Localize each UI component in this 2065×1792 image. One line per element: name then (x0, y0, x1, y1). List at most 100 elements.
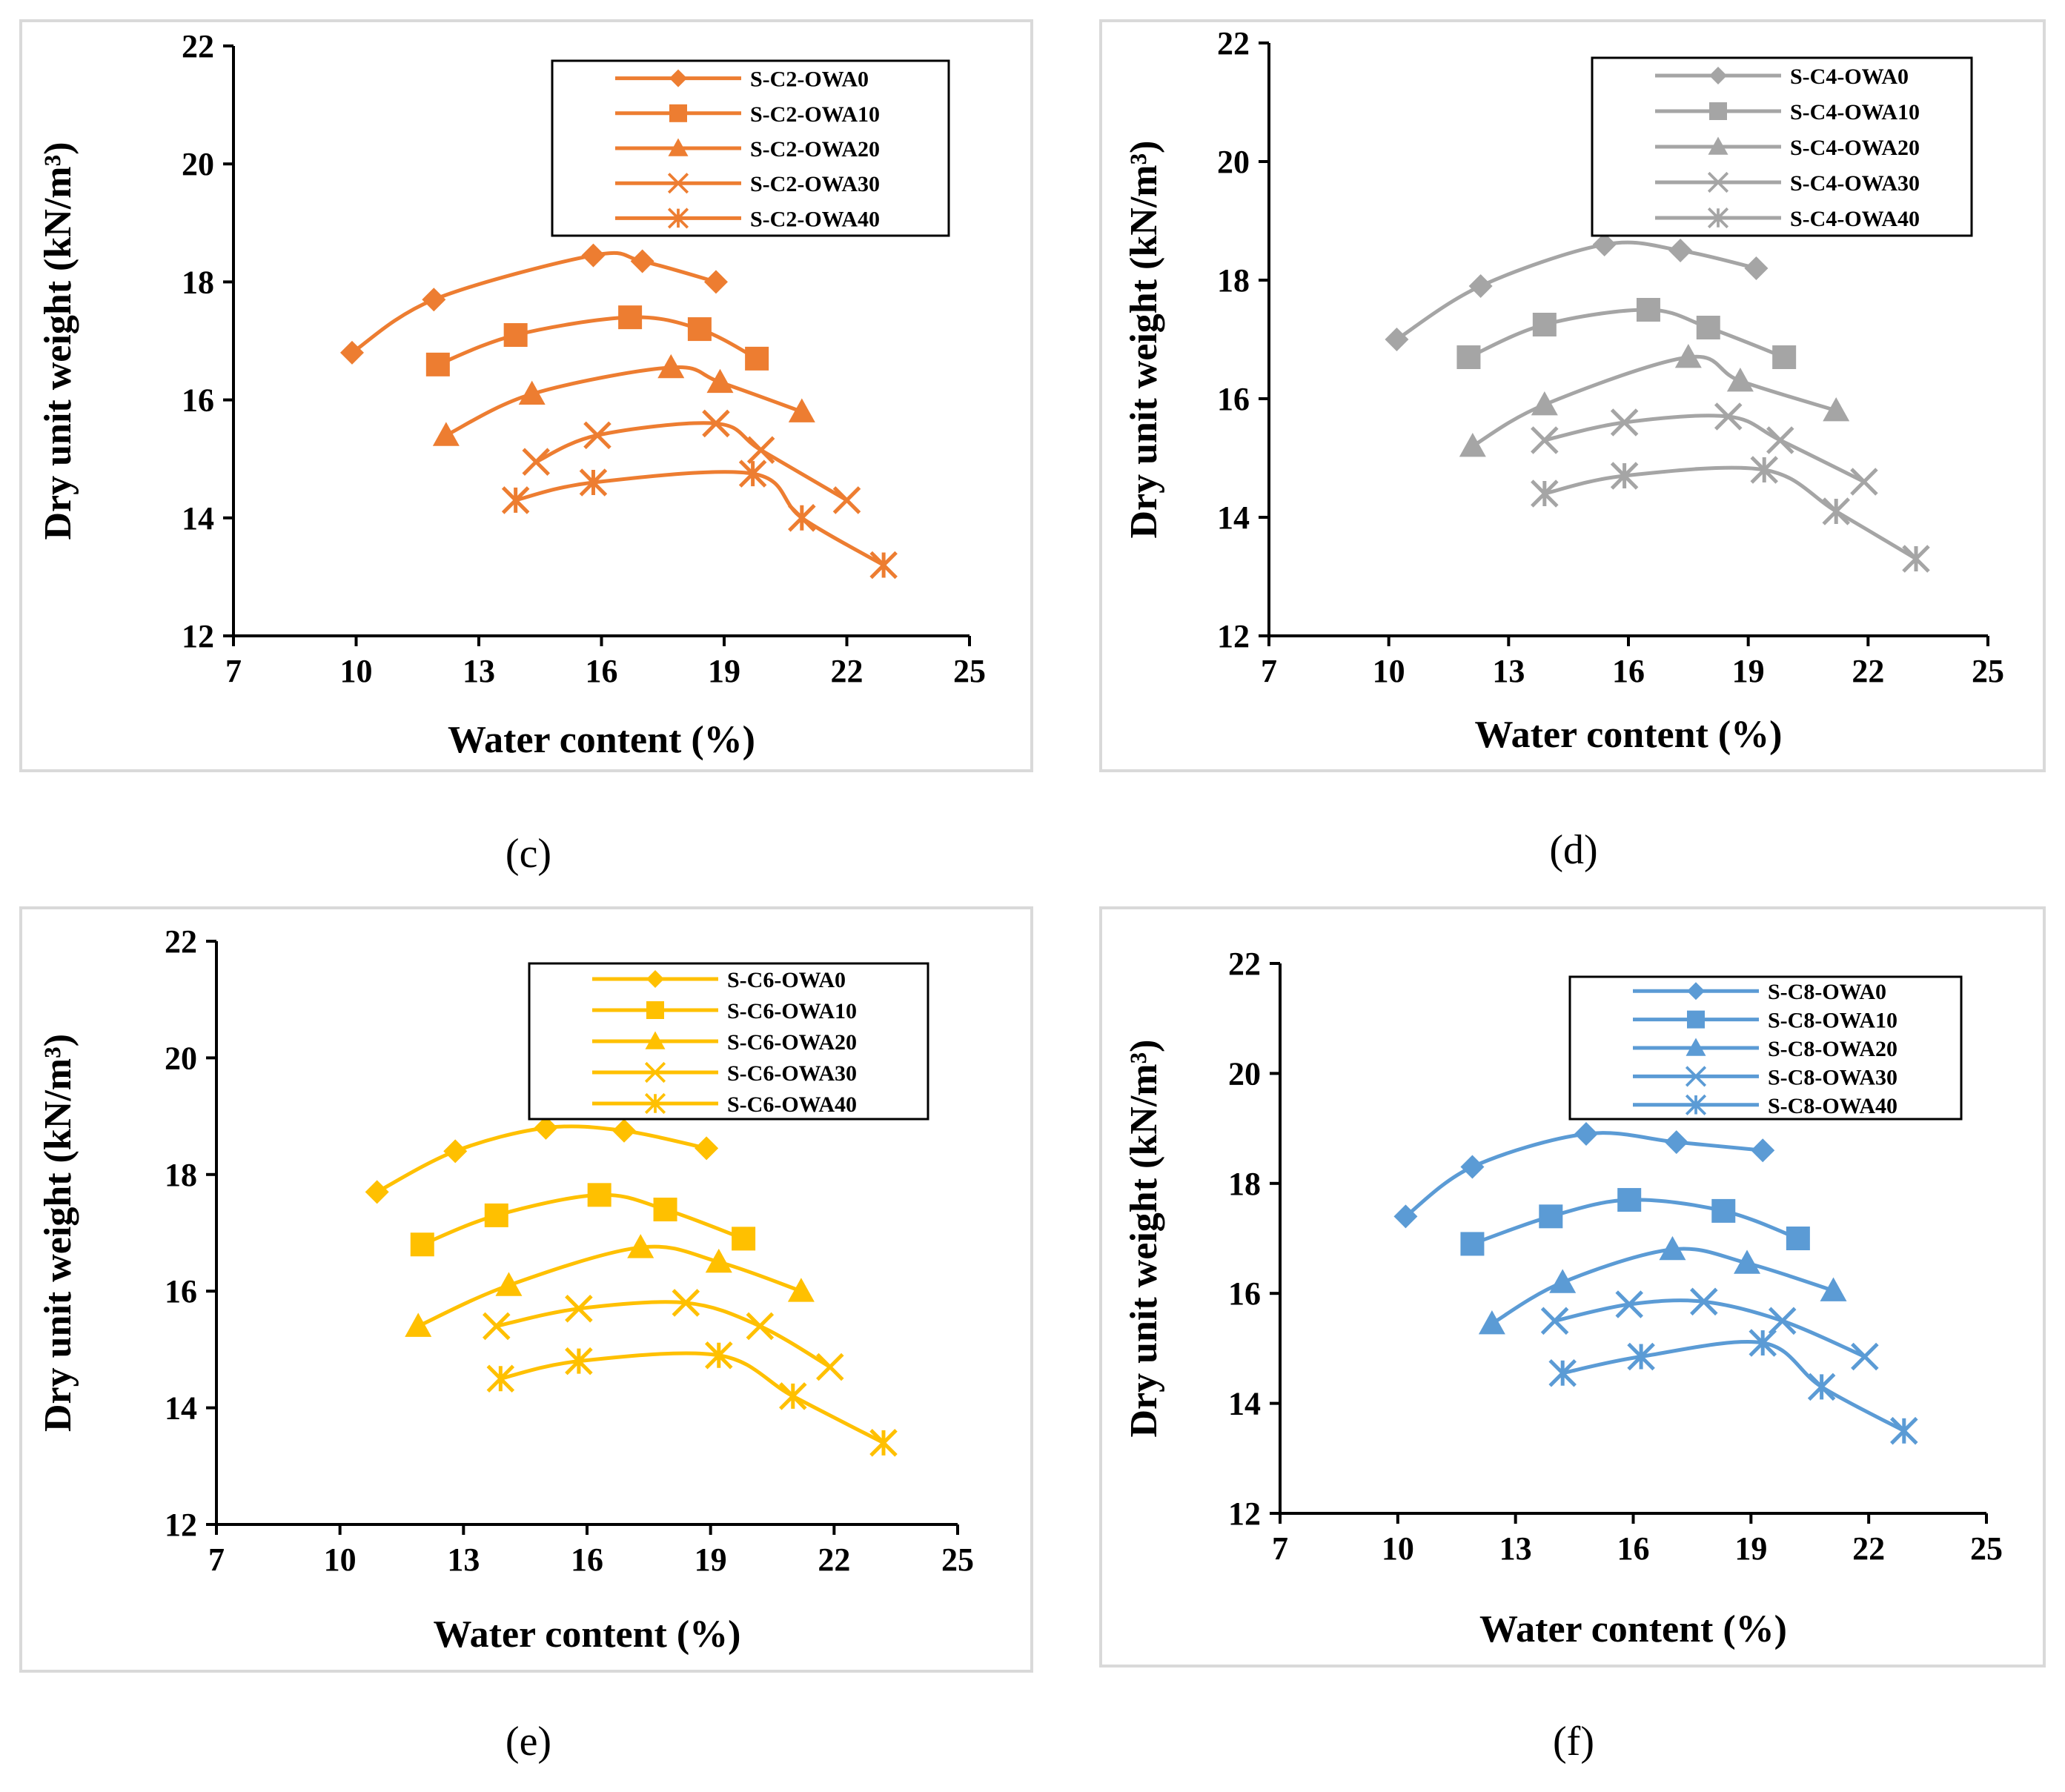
y-tick-label: 14 (182, 500, 214, 537)
chart-panel-3: 7 10 13 16 19 22 25 12 14 16 18 20 22 Water content (… (19, 906, 1033, 1673)
data-point (1772, 345, 1797, 369)
series-S-C4-OWA0 (1385, 233, 1769, 351)
data-point (869, 1429, 898, 1457)
panel-label: (e) (506, 1719, 551, 1765)
chart-panel-1: 7 10 13 16 19 22 25 12 14 16 18 20 22 Water content (… (19, 19, 1033, 772)
data-point (1460, 1155, 1485, 1179)
y-axis-label: Dry unit weight (kN/m³) (37, 142, 79, 540)
data-point (746, 436, 775, 465)
series-line (351, 250, 717, 355)
data-point (522, 448, 551, 476)
x-tick-label: 22 (831, 653, 864, 689)
legend-label: S-C6-OWA10 (727, 999, 857, 1023)
legend-label: S-C2-OWA30 (750, 172, 880, 196)
series-line (515, 470, 885, 567)
data-point (1851, 1342, 1879, 1371)
y-tick-label: 22 (165, 923, 197, 960)
data-point (1786, 1227, 1810, 1250)
legend-swatch-marker (669, 69, 687, 87)
data-point (486, 1364, 515, 1393)
panel-label: (c) (506, 831, 551, 877)
series-S-C2-OWA20 (432, 354, 815, 446)
data-point (583, 421, 611, 450)
legend-swatch-marker (645, 1031, 666, 1049)
legend-label: S-C6-OWA0 (727, 968, 846, 992)
series-S-C4-OWA30 (1531, 402, 1878, 496)
y-tick-label: 14 (1228, 1386, 1261, 1422)
y-tick-label: 18 (182, 264, 214, 300)
series-S-C6-OWA10 (410, 1183, 756, 1257)
data-point (1664, 1130, 1688, 1155)
x-tick-label: 19 (1732, 653, 1765, 689)
legend-swatch-marker (667, 173, 689, 194)
data-point (1592, 233, 1617, 256)
legend-swatch-marker (646, 970, 664, 988)
data-point (365, 1180, 389, 1204)
data-point (1850, 468, 1878, 496)
y-tick-label: 18 (165, 1157, 197, 1193)
y-axis-label: Dry unit weight (kN/m³) (37, 1034, 79, 1432)
y-tick-label: 22 (182, 28, 214, 64)
x-tick-label: 16 (1612, 653, 1645, 689)
data-point (1734, 1250, 1761, 1274)
data-point (703, 270, 728, 294)
y-tick-label: 20 (1228, 1055, 1261, 1092)
x-axis-label: Water content (%) (1479, 1608, 1787, 1650)
legend-swatch-marker (1709, 67, 1727, 84)
data-point (1548, 1359, 1577, 1387)
series-S-C2-OWA10 (425, 305, 769, 376)
x-tick-label: 19 (1734, 1530, 1767, 1567)
data-point (705, 1248, 732, 1273)
legend-label: S-C4-OWA0 (1790, 64, 1909, 89)
data-point (705, 1341, 733, 1370)
y-tick-label: 16 (182, 382, 214, 419)
data-point (695, 1136, 719, 1161)
y-axis-label: Dry unit weight (kN/m³) (1123, 140, 1165, 538)
legend-label: S-C6-OWA20 (727, 1030, 857, 1055)
data-point (425, 352, 450, 376)
data-point (1890, 1416, 1918, 1445)
legend: S-C2-OWA0 S-C2-OWA10 S-C2-OWA20 S-C2-OWA30 S… (551, 59, 950, 237)
chart-panel-4: 7 10 13 16 19 22 25 12 14 16 18 20 22 Water content (… (1099, 906, 2046, 1667)
x-tick-label: 19 (695, 1542, 727, 1578)
y-tick-label: 20 (182, 146, 214, 182)
series-S-C4-OWA10 (1456, 298, 1797, 369)
data-point (339, 340, 364, 365)
data-point (1751, 1138, 1775, 1163)
y-tick-label: 16 (1228, 1275, 1261, 1312)
series-S-C6-OWA0 (365, 1115, 719, 1204)
data-point (746, 1312, 775, 1341)
data-point (1668, 239, 1693, 262)
legend-box (1568, 975, 1963, 1121)
x-tick-label: 13 (447, 1542, 480, 1578)
x-tick-label: 25 (1972, 653, 2004, 689)
legend: S-C4-OWA0 S-C4-OWA10 S-C4-OWA20 S-C4-OWA30 S… (1591, 56, 1973, 237)
data-point (618, 305, 643, 330)
data-point (816, 1353, 844, 1381)
data-point (738, 459, 767, 488)
y-tick-label: 12 (1217, 618, 1250, 654)
legend-label: S-C8-OWA40 (1768, 1094, 1897, 1118)
data-point (1385, 328, 1409, 351)
x-tick-label: 7 (225, 653, 242, 689)
y-tick-label: 20 (1217, 144, 1250, 180)
data-point (405, 1313, 432, 1337)
data-point (1750, 456, 1778, 484)
data-point (1574, 1122, 1598, 1146)
x-tick-label: 7 (1272, 1530, 1288, 1567)
data-point (732, 1227, 756, 1251)
data-point (565, 1295, 593, 1323)
x-tick-label: 10 (1382, 1530, 1414, 1567)
x-tick-label: 7 (208, 1542, 225, 1578)
data-point (1532, 313, 1557, 336)
y-tick-label: 18 (1228, 1166, 1261, 1202)
y-tick-label: 16 (1217, 381, 1250, 417)
data-point (565, 1347, 593, 1375)
data-point (501, 486, 530, 514)
legend-swatch-marker (1686, 1038, 1706, 1056)
x-tick-label: 10 (1373, 653, 1405, 689)
legend-swatch-marker (1709, 102, 1727, 120)
data-point (1902, 545, 1930, 573)
legend-swatch-marker (1687, 982, 1705, 1000)
data-point (1714, 402, 1743, 431)
